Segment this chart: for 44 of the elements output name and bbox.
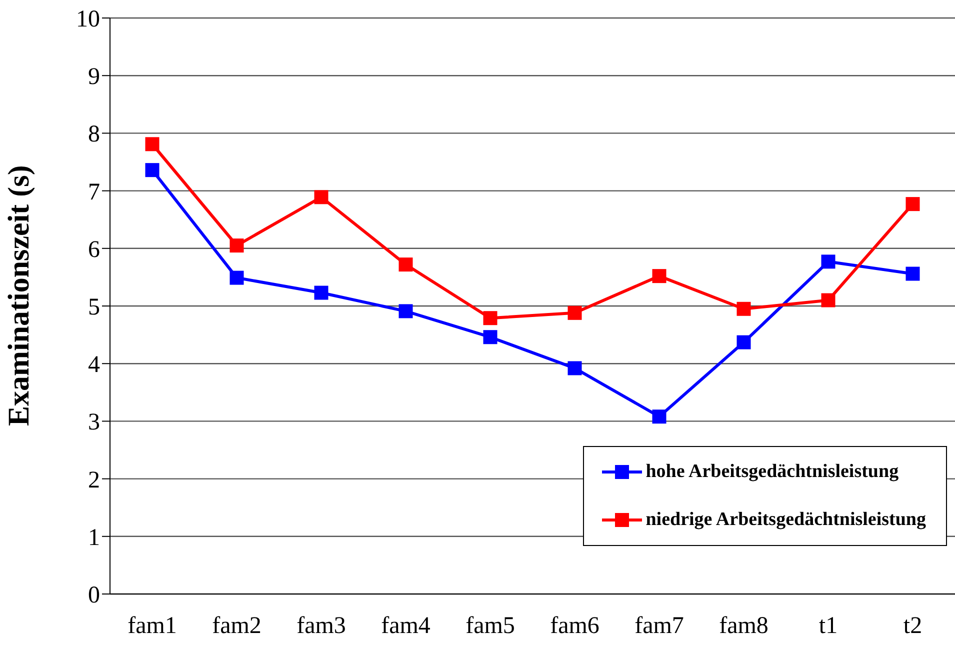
y-tick-label: 5 — [88, 294, 100, 321]
point — [568, 306, 582, 320]
point — [821, 293, 836, 308]
y-tick-label: 7 — [88, 179, 100, 206]
point — [145, 137, 160, 152]
point — [906, 266, 920, 281]
y-tick-label: 2 — [88, 467, 100, 494]
x-tick-label: fam8 — [719, 613, 768, 640]
y-tick-label: 4 — [88, 352, 100, 378]
x-tick-label: fam1 — [128, 613, 177, 640]
y-tick-label: 10 — [76, 6, 100, 33]
x-tick-label: fam2 — [212, 613, 262, 640]
point — [314, 190, 328, 204]
y-tick-label: 8 — [88, 122, 100, 148]
x-tick-label: fam3 — [296, 613, 346, 640]
x-tick-label: t1 — [818, 613, 838, 640]
point — [483, 311, 498, 326]
point — [314, 286, 328, 300]
y-tick-label: 6 — [88, 236, 100, 263]
legend-label: niedrige Arbeitsgedächtnisleistung — [646, 509, 926, 531]
y-tick-label: 0 — [88, 582, 100, 609]
x-tick-label: fam7 — [634, 613, 684, 640]
y-tick-label: 3 — [88, 410, 100, 436]
y-tick-label: 1 — [88, 524, 100, 551]
point — [230, 270, 244, 285]
point — [398, 258, 413, 272]
x-tick-label: fam6 — [550, 613, 600, 640]
point — [568, 361, 582, 376]
legend-label: hohe Arbeitsgedächtnisleistung — [646, 461, 899, 483]
point — [483, 330, 498, 344]
point — [652, 269, 666, 284]
point — [906, 197, 920, 212]
point — [652, 410, 666, 424]
x-tick-label: fam4 — [381, 613, 430, 640]
x-tick-label: fam5 — [466, 613, 515, 640]
point — [821, 254, 836, 269]
point — [230, 238, 244, 253]
x-tick-label: t2 — [903, 613, 922, 640]
y-tick-label: 9 — [88, 64, 100, 90]
point — [398, 304, 413, 318]
y-axis-title: Examinationszeit (s) — [2, 165, 36, 426]
point — [145, 163, 160, 178]
point — [736, 302, 751, 316]
point — [736, 335, 751, 350]
